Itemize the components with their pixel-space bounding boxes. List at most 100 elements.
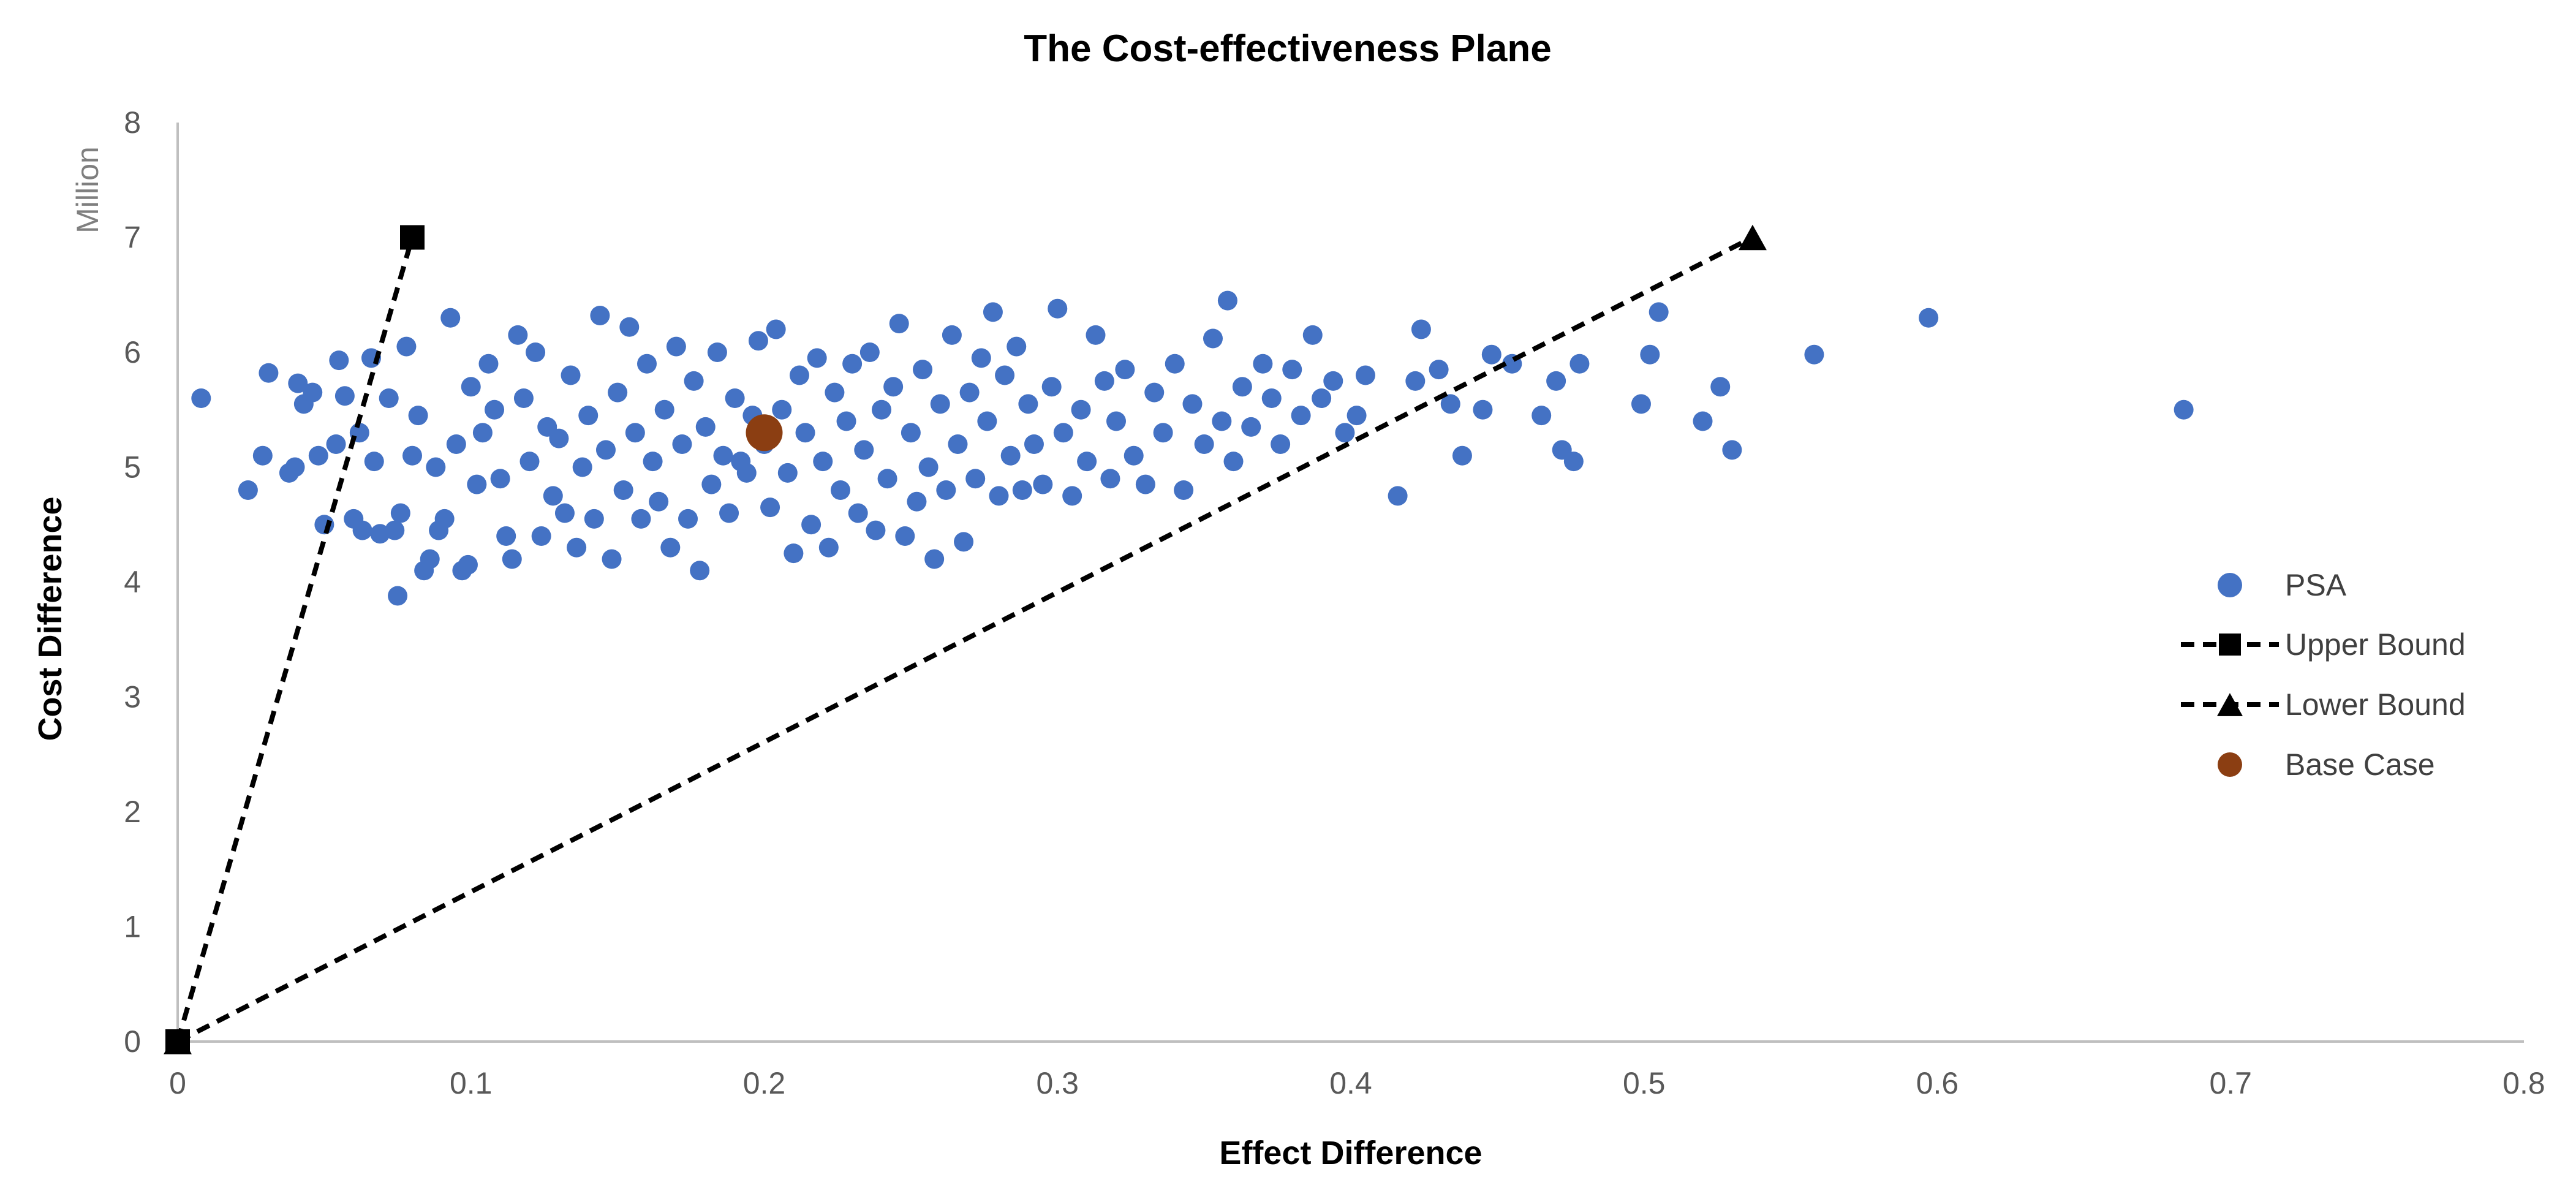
psa-point xyxy=(285,457,305,477)
psa-point xyxy=(513,388,534,408)
psa-point xyxy=(458,554,478,575)
psa-point xyxy=(613,480,633,500)
psa-point xyxy=(619,317,640,337)
psa-point xyxy=(1077,452,1097,472)
y-tick-label: 3 xyxy=(124,680,141,714)
y-tick-label: 5 xyxy=(124,450,141,485)
psa-point xyxy=(907,491,927,512)
psa-point xyxy=(954,532,974,552)
psa-point xyxy=(1546,371,1566,391)
x-tick-label: 0.6 xyxy=(1916,1066,1959,1100)
psa-point xyxy=(736,463,757,483)
y-axis-title: Cost Difference xyxy=(32,496,69,741)
psa-point xyxy=(572,457,592,477)
psa-point xyxy=(1473,399,1493,420)
psa-point xyxy=(983,302,1003,322)
psa-point xyxy=(1302,325,1323,345)
psa-point xyxy=(446,434,466,454)
psa-point xyxy=(1203,328,1223,349)
psa-point xyxy=(859,342,880,362)
x-tick-label: 0.8 xyxy=(2502,1066,2545,1100)
psa-point xyxy=(1086,325,1106,345)
psa-point xyxy=(1563,452,1584,472)
psa-point xyxy=(1440,394,1460,414)
psa-point xyxy=(1115,360,1135,380)
legend-label: Lower Bound xyxy=(2285,687,2466,722)
psa-point xyxy=(578,406,599,426)
psa-point xyxy=(672,434,692,454)
psa-point xyxy=(1722,440,1742,460)
axes xyxy=(176,123,2524,1043)
psa-point xyxy=(1804,344,1824,365)
psa-point xyxy=(508,325,528,345)
psa-point xyxy=(784,543,804,564)
psa-point xyxy=(1312,388,1332,408)
psa-point xyxy=(1194,434,1214,454)
psa-point xyxy=(1291,406,1311,426)
x-tick-label: 0.4 xyxy=(1329,1066,1372,1100)
psa-point xyxy=(684,371,704,391)
psa-point xyxy=(818,537,839,558)
psa-point xyxy=(434,509,455,529)
psa-point xyxy=(678,509,698,529)
psa-point xyxy=(396,336,417,357)
psa-point xyxy=(308,445,328,466)
psa-point xyxy=(836,411,856,431)
psa-point xyxy=(830,480,850,500)
psa-point xyxy=(303,382,323,403)
psa-point xyxy=(789,365,809,385)
psa-point xyxy=(948,434,968,454)
psa-point xyxy=(388,586,408,606)
psa-point xyxy=(1271,434,1291,454)
psa-point xyxy=(1106,411,1126,431)
psa-point xyxy=(924,549,945,569)
psa-point xyxy=(1640,344,1660,365)
psa-point xyxy=(801,515,822,535)
psa-point xyxy=(1347,406,1367,426)
psa-point xyxy=(1165,354,1185,374)
psa-point xyxy=(842,354,863,374)
psa-point xyxy=(725,388,745,408)
psa-point xyxy=(567,537,587,558)
y-tick-label: 7 xyxy=(124,221,141,255)
psa-point xyxy=(1405,371,1426,391)
psa-point xyxy=(1041,377,1062,397)
psa-point xyxy=(385,520,405,540)
psa-point xyxy=(631,509,651,529)
psa-point xyxy=(701,474,722,494)
legend-marker-0 xyxy=(2218,573,2242,597)
psa-point xyxy=(1241,417,1261,437)
psa-point xyxy=(901,423,921,443)
psa-point xyxy=(502,549,522,569)
x-axis-title: Effect Difference xyxy=(1219,1135,1482,1171)
psa-point xyxy=(478,354,499,374)
upper-bound-marker xyxy=(400,225,425,250)
psa-point xyxy=(1153,423,1173,443)
psa-point xyxy=(1532,406,1552,426)
psa-point xyxy=(1388,486,1408,506)
psa-point xyxy=(713,445,733,466)
psa-point xyxy=(1048,298,1068,319)
psa-point xyxy=(1182,394,1203,414)
psa-point xyxy=(543,486,563,506)
psa-point xyxy=(1212,411,1232,431)
psa-point xyxy=(490,469,510,489)
psa-point xyxy=(848,503,868,523)
psa-point xyxy=(379,388,399,408)
x-tick-label: 0.5 xyxy=(1623,1066,1666,1100)
psa-point xyxy=(595,440,616,460)
psa-point xyxy=(1323,371,1343,391)
psa-point xyxy=(959,382,980,403)
legend-marker-1 xyxy=(2219,634,2241,656)
psa-point xyxy=(795,423,815,443)
x-tick-label: 0.3 xyxy=(1036,1066,1079,1100)
psa-point xyxy=(602,549,622,569)
psa-point xyxy=(1217,290,1237,311)
psa-point xyxy=(1481,344,1501,365)
psa-point xyxy=(370,524,390,544)
psa-point xyxy=(191,388,211,408)
psa-point xyxy=(408,406,428,426)
psa-point xyxy=(977,411,997,431)
psa-point xyxy=(1018,394,1038,414)
